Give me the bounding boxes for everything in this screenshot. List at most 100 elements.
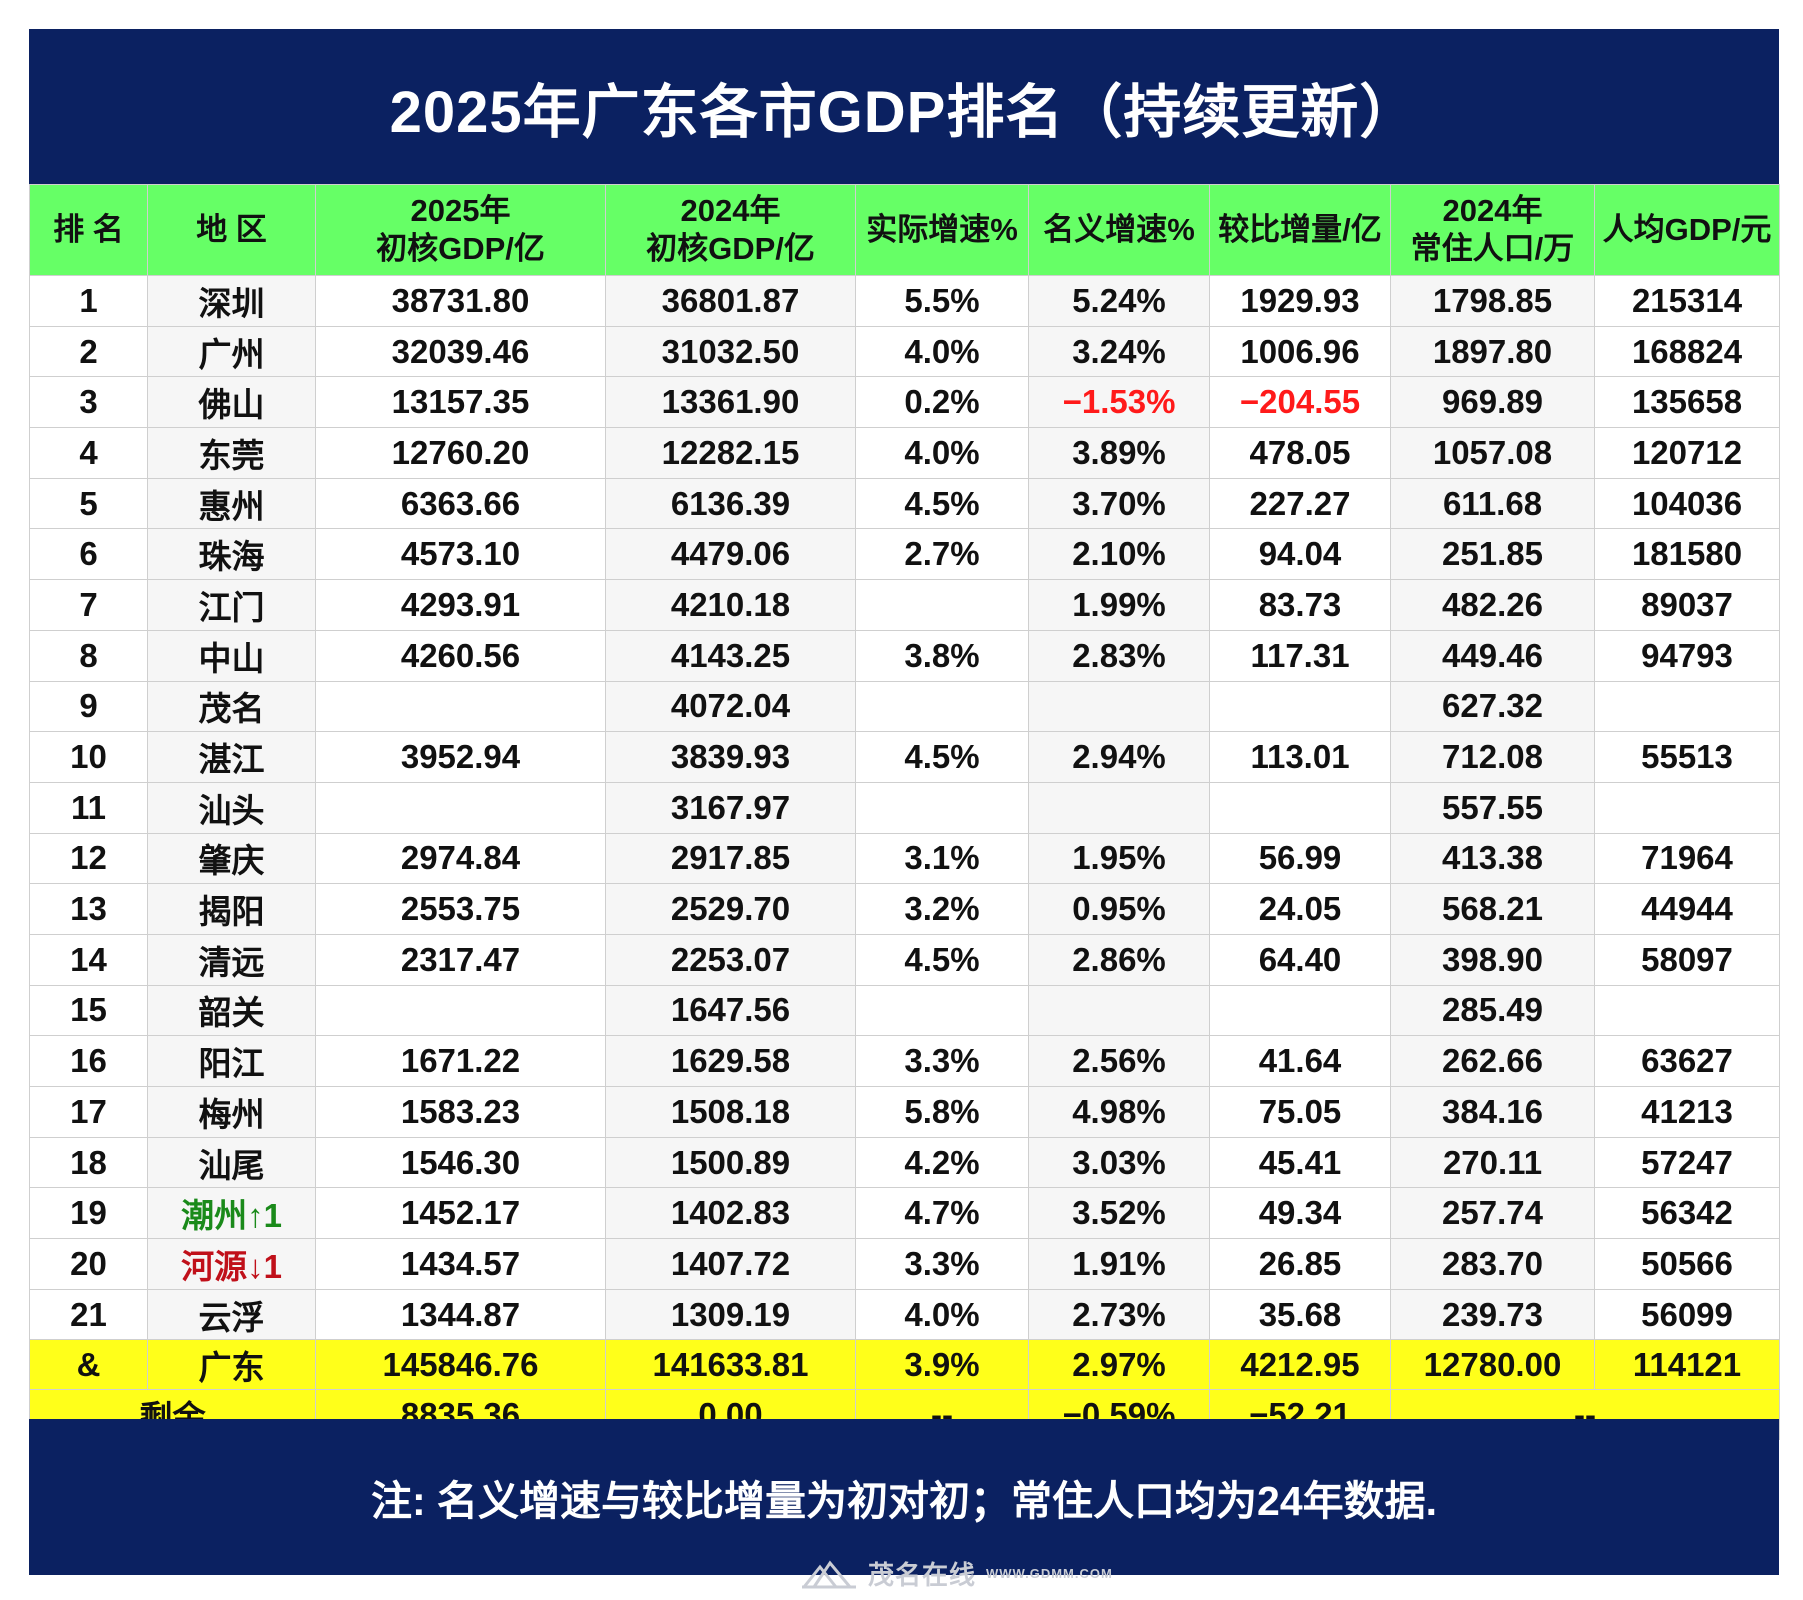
cell-increment: 227.27 — [1209, 477, 1391, 530]
cell-rank: 11 — [29, 781, 148, 834]
cell-population: 270.11 — [1390, 1136, 1595, 1189]
cell-real-growth: 4.0% — [855, 325, 1029, 378]
footer-banner: 注: 名义增速与较比增量为初对初；常住人口均为24年数据. — [29, 1419, 1779, 1575]
cell-increment: 478.05 — [1209, 427, 1391, 479]
cell-per-capita: 215314 — [1594, 275, 1780, 327]
table-row: 13 揭阳 2553.75 2529.70 3.2% 0.95% 24.05 568.21 44… — [29, 883, 1780, 935]
cell-population: 969.89 — [1390, 376, 1595, 429]
cell-rank: 6 — [29, 528, 148, 581]
cell-per-capita: 71964 — [1594, 832, 1780, 885]
cell-rank: 1 — [29, 275, 148, 327]
table-row: 19 潮州↑1 1452.17 1402.83 4.7% 3.52% 49.34 257.74… — [29, 1187, 1780, 1240]
cell-nominal-growth: 5.24% — [1028, 275, 1210, 327]
cell-gdp-2025: 12760.20 — [315, 427, 606, 479]
cell-gdp-2024: 13361.90 — [605, 376, 856, 429]
cell-rank: 14 — [29, 933, 148, 986]
table-row: 21 云浮 1344.87 1309.19 4.0% 2.73% 35.68 239.73 56… — [29, 1288, 1780, 1341]
cell-region: 佛山 — [147, 376, 316, 429]
cell-increment: 1929.93 — [1209, 275, 1391, 327]
table-row: 4 东莞 12760.20 12282.15 4.0% 3.89% 478.05 1057.0… — [29, 427, 1780, 479]
cell-increment: 26.85 — [1209, 1238, 1391, 1290]
cell-real-growth: 4.2% — [855, 1136, 1029, 1189]
cell-real-growth: 2.7% — [855, 528, 1029, 581]
cell-region: 江门 — [147, 579, 316, 631]
cell-increment: 64.40 — [1209, 933, 1391, 986]
cell-region: 韶关 — [147, 984, 316, 1037]
total-row: & 广东 145846.76 141633.81 3.9% 2.97% 4212… — [29, 1339, 1780, 1391]
cell-rank: 4 — [29, 427, 148, 479]
total-increment: 4212.95 — [1209, 1339, 1391, 1391]
cell-nominal-growth: 2.83% — [1028, 629, 1210, 682]
cell-population: 449.46 — [1390, 629, 1595, 682]
cell-gdp-2024: 12282.15 — [605, 427, 856, 479]
gdp-table: 排 名 地 区 2025年 初核GDP/亿 2024年 初核GDP/亿 实际增速% … — [29, 184, 1780, 1441]
cell-population: 1798.85 — [1390, 275, 1595, 327]
cell-gdp-2025: 4260.56 — [315, 629, 606, 682]
header-population: 2024年 常住人口/万 — [1390, 184, 1595, 276]
cell-increment: 113.01 — [1209, 731, 1391, 783]
cell-rank: 17 — [29, 1086, 148, 1138]
cell-region: 珠海 — [147, 528, 316, 581]
cell-gdp-2025: 1671.22 — [315, 1035, 606, 1087]
cell-per-capita: 50566 — [1594, 1238, 1780, 1290]
cell-per-capita: 58097 — [1594, 933, 1780, 986]
cell-gdp-2024: 1402.83 — [605, 1187, 856, 1240]
cell-population: 712.08 — [1390, 731, 1595, 783]
cell-gdp-2024: 1500.89 — [605, 1136, 856, 1189]
cell-nominal-growth: 1.99% — [1028, 579, 1210, 631]
cell-population: 285.49 — [1390, 984, 1595, 1037]
cell-rank: 16 — [29, 1035, 148, 1087]
cell-real-growth — [855, 680, 1029, 733]
total-gdp-2024: 141633.81 — [605, 1339, 856, 1391]
cell-population: 398.90 — [1390, 933, 1595, 986]
cell-increment: 24.05 — [1209, 883, 1391, 935]
table-row: 20 河源↓1 1434.57 1407.72 3.3% 1.91% 26.85 283.70… — [29, 1238, 1780, 1290]
cell-nominal-growth — [1028, 680, 1210, 733]
cell-per-capita — [1594, 984, 1780, 1037]
cell-nominal-growth: 2.94% — [1028, 731, 1210, 783]
cell-population: 257.74 — [1390, 1187, 1595, 1240]
cell-rank: 18 — [29, 1136, 148, 1189]
cell-gdp-2024: 1309.19 — [605, 1288, 856, 1341]
cell-gdp-2025: 2317.47 — [315, 933, 606, 986]
watermark: 茂名在线 WWW.GDMM.COM — [800, 1555, 1113, 1592]
cell-population: 611.68 — [1390, 477, 1595, 530]
cell-increment: 45.41 — [1209, 1136, 1391, 1189]
cell-per-capita: 56099 — [1594, 1288, 1780, 1341]
title-banner: 2025年广东各市GDP排名（持续更新） — [29, 29, 1779, 184]
cell-nominal-growth: 2.73% — [1028, 1288, 1210, 1341]
cell-region: 云浮 — [147, 1288, 316, 1341]
cell-rank: 12 — [29, 832, 148, 885]
cell-gdp-2024: 3167.97 — [605, 781, 856, 834]
total-real-growth: 3.9% — [855, 1339, 1029, 1391]
cell-per-capita: 120712 — [1594, 427, 1780, 479]
cell-gdp-2025: 3952.94 — [315, 731, 606, 783]
cell-increment: 49.34 — [1209, 1187, 1391, 1240]
cell-nominal-growth — [1028, 781, 1210, 834]
cell-gdp-2024: 4072.04 — [605, 680, 856, 733]
house-logo-icon — [802, 1559, 856, 1588]
table-row: 2 广州 32039.46 31032.50 4.0% 3.24% 1006.96 1897.… — [29, 325, 1780, 378]
cell-gdp-2025: 32039.46 — [315, 325, 606, 378]
cell-rank: 21 — [29, 1288, 148, 1341]
cell-nominal-growth — [1028, 984, 1210, 1037]
table-row: 14 清远 2317.47 2253.07 4.5% 2.86% 64.40 398.90 58… — [29, 933, 1780, 986]
header-per-capita: 人均GDP/元 — [1594, 184, 1780, 276]
cell-increment: 75.05 — [1209, 1086, 1391, 1138]
cell-increment: 1006.96 — [1209, 325, 1391, 378]
cell-region: 揭阳 — [147, 883, 316, 935]
total-per-capita: 114121 — [1594, 1339, 1780, 1391]
cell-real-growth: 3.8% — [855, 629, 1029, 682]
cell-per-capita: 63627 — [1594, 1035, 1780, 1087]
cell-rank: 7 — [29, 579, 148, 631]
table-row: 18 汕尾 1546.30 1500.89 4.2% 3.03% 45.41 270.11 57… — [29, 1136, 1780, 1189]
cell-per-capita: 168824 — [1594, 325, 1780, 378]
cell-per-capita: 41213 — [1594, 1086, 1780, 1138]
table-row: 17 梅州 1583.23 1508.18 5.8% 4.98% 75.05 384.16 41… — [29, 1086, 1780, 1138]
cell-gdp-2024: 2529.70 — [605, 883, 856, 935]
cell-real-growth: 5.8% — [855, 1086, 1029, 1138]
cell-per-capita: 104036 — [1594, 477, 1780, 530]
total-population: 12780.00 — [1390, 1339, 1595, 1391]
table-row: 9 茂名 4072.04 627.32 — [29, 680, 1780, 733]
table-row: 11 汕头 3167.97 557.55 — [29, 781, 1780, 834]
